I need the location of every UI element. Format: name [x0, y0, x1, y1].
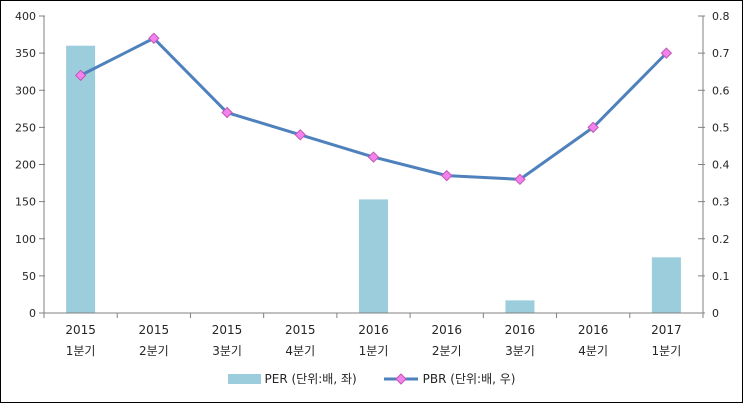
pbr-legend-diamond-icon [394, 372, 407, 385]
y-axis-left-tick-label: 200 [15, 159, 36, 172]
y-axis-right-tick-label: 0.4 [712, 159, 730, 172]
legend-item-pbr: PBR (단위:배, 우) [383, 370, 516, 387]
pbr-marker-icon [514, 173, 526, 186]
x-axis-category-year: 2015 [139, 323, 170, 337]
y-axis-right-tick-label: 0.5 [712, 121, 730, 134]
pbr-marker-icon [587, 121, 599, 134]
y-axis-left-tick-label: 350 [15, 47, 36, 60]
x-axis-category-quarter: 2분기 [432, 344, 462, 358]
x-axis-category-year: 2015 [212, 323, 243, 337]
per-bar [359, 199, 388, 313]
per-bar-swatch-icon [227, 373, 261, 384]
x-axis-category-quarter: 2분기 [139, 344, 169, 358]
y-axis-right-tick-label: 0.2 [712, 233, 730, 246]
x-axis-category-quarter: 1분기 [359, 344, 389, 358]
x-axis-category-year: 2016 [358, 323, 389, 337]
chart-legend: PER (단위:배, 좌) PBR (단위:배, 우) [1, 370, 742, 387]
x-axis-category-quarter: 3분기 [505, 344, 535, 358]
x-axis-category-year: 2015 [285, 323, 316, 337]
y-axis-left-tick-label: 250 [15, 121, 36, 134]
x-axis-category-year: 2016 [505, 323, 536, 337]
pbr-marker-icon [148, 32, 160, 44]
per-legend-label: PER (단위:배, 좌) [264, 372, 357, 386]
x-axis-category-year: 2016 [578, 323, 609, 337]
y-axis-left-tick-label: 400 [15, 10, 36, 23]
y-axis-left-tick-label: 0 [29, 307, 36, 320]
y-axis-right-tick-label: 0 [712, 307, 719, 320]
x-axis-category-quarter: 3분기 [212, 344, 242, 358]
x-axis-category-quarter: 4분기 [285, 344, 315, 358]
y-axis-right-tick-label: 0.7 [712, 47, 730, 60]
x-axis-category-quarter: 4분기 [578, 344, 608, 358]
x-axis-category-quarter: 1분기 [66, 344, 96, 358]
per-bar [651, 257, 681, 313]
per-bar [505, 300, 535, 313]
pbr-marker-icon [660, 47, 673, 59]
y-axis-right-tick-label: 0.3 [712, 196, 730, 209]
x-axis-category-year: 2015 [65, 323, 96, 337]
pbr-marker-icon [74, 69, 87, 82]
y-axis-left-tick-label: 50 [22, 270, 36, 283]
y-axis-left-tick-label: 300 [15, 84, 36, 97]
x-axis-category-year: 2016 [431, 323, 462, 337]
y-axis-right-tick-label: 0.1 [712, 270, 730, 283]
pbr-marker-icon [294, 129, 306, 141]
x-axis-category-quarter: 1분기 [652, 344, 682, 358]
pbr-marker-icon [367, 151, 380, 163]
per-bar [66, 45, 96, 313]
y-axis-left-tick-label: 150 [15, 196, 36, 209]
pbr-legend-label: PBR (단위:배, 우) [422, 372, 516, 386]
y-axis-right-tick-label: 0.8 [712, 10, 730, 23]
pbr-line-marker-swatch-icon [383, 372, 418, 385]
per-pbr-combo-chart: 0 50 100 150 200 250 300 350 400 0 0.1 0.2 0.3 0.4 0.5… [15, 10, 730, 358]
y-axis-left-tick-label: 100 [15, 233, 36, 246]
legend-item-per: PER (단위:배, 좌) [227, 370, 357, 387]
y-axis-right-tick-label: 0.6 [712, 84, 730, 97]
pbr-marker-icon [441, 169, 453, 182]
pbr-marker-icon [221, 106, 233, 119]
x-axis-category-year: 2017 [651, 323, 682, 337]
